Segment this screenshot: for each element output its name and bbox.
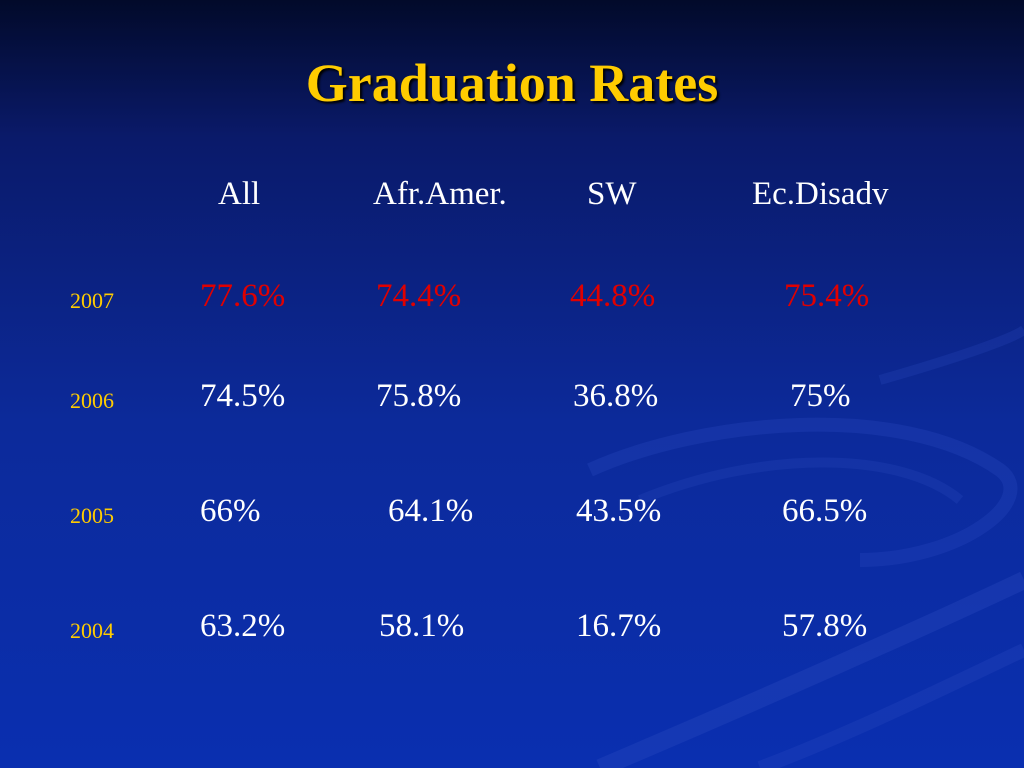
cell-2005-ec-disadv: 66.5% [782, 493, 868, 529]
cell-2006-ec-disadv: 75% [790, 378, 851, 414]
cell-2005-afr-amer: 64.1% [388, 493, 474, 529]
cell-2006-all: 74.5% [200, 378, 286, 414]
column-header-ec-disadv: Ec.Disadv [752, 176, 889, 212]
row-year-2007: 2007 [70, 288, 114, 313]
cell-2004-ec-disadv: 57.8% [782, 608, 868, 644]
cell-2006-afr-amer: 75.8% [376, 378, 462, 414]
slide-title: Graduation Rates [305, 53, 719, 113]
row-year-2004: 2004 [70, 618, 114, 643]
row-year-2006: 2006 [70, 388, 114, 413]
cell-2004-all: 63.2% [200, 608, 286, 644]
column-header-sw: SW [587, 176, 637, 212]
cell-2004-sw: 16.7% [576, 608, 662, 644]
cell-2007-all: 77.6% [200, 278, 286, 314]
cell-2005-all: 66% [200, 493, 261, 529]
column-header-all: All [218, 176, 261, 212]
column-header-afr-amer: Afr.Amer. [373, 176, 507, 212]
cell-2005-sw: 43.5% [576, 493, 662, 529]
row-year-2005: 2005 [70, 503, 114, 528]
cell-2006-sw: 36.8% [573, 378, 659, 414]
cell-2004-afr-amer: 58.1% [379, 608, 465, 644]
cell-2007-ec-disadv: 75.4% [784, 278, 870, 314]
cell-2007-sw: 44.8% [570, 278, 656, 314]
cell-2007-afr-amer: 74.4% [376, 278, 462, 314]
